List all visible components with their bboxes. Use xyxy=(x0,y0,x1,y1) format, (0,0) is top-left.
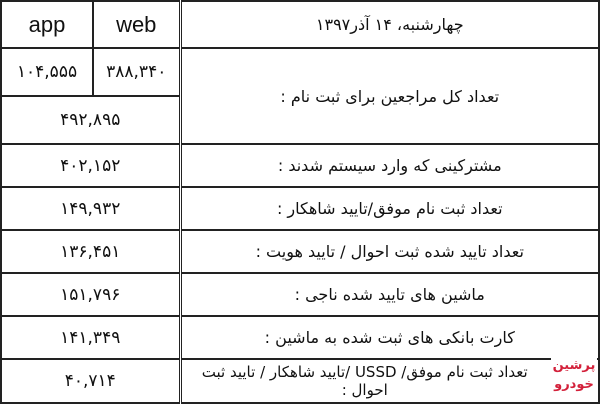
row-label: کارت بانکی های ثبت شده به ماشین : xyxy=(178,315,600,360)
table-row: ۴۹۲,۸۹۵ xyxy=(0,95,599,145)
table-row: ۱۳۶,۴۵۱ تعداد تایید شده ثبت احوال / تایی… xyxy=(0,229,600,274)
table-row: ۴۰۲,۱۵۲ مشترکینی که وارد سیستم شدند : xyxy=(0,143,600,188)
date-header: چهارشنبه، ۱۴ آذر۱۳۹۷ xyxy=(178,0,600,49)
row-label: ماشین های تایید شده ناجی : xyxy=(178,272,600,317)
row-value: ۱۳۶,۴۵۱ xyxy=(0,229,181,274)
table-row: ۴۰,۷۱۴ تعداد ثبت نام موفق/ USSD /تایید ش… xyxy=(0,358,600,404)
row-label: تعداد ثبت نام موفق/تایید شاهکار : xyxy=(178,186,600,231)
table-row: ۱۵۱,۷۹۶ ماشین های تایید شده ناجی : xyxy=(0,272,600,317)
web-header: web xyxy=(92,0,181,49)
row-label: تعداد کل مراجعین برای ثبت نام : xyxy=(178,47,600,145)
row-value: ۱۴۹,۹۳۲ xyxy=(0,186,181,231)
row-value: ۴۰,۷۱۴ xyxy=(0,358,181,404)
row-value: ۱۴۱,۳۴۹ xyxy=(0,315,181,360)
table-row: ۱۴۹,۹۳۲ تعداد ثبت نام موفق/تایید شاهکار … xyxy=(0,186,600,231)
table-row: ۱۰۴,۵۵۵ ۳۸۸,۳۴۰ تعداد کل مراجعین برای ثب… xyxy=(0,47,600,145)
table-row: ۱۴۱,۳۴۹ کارت بانکی های ثبت شده به ماشین … xyxy=(0,315,600,360)
row-value: ۴۰۲,۱۵۲ xyxy=(0,143,181,188)
row-label: تعداد تایید شده ثبت احوال / تایید هویت : xyxy=(178,229,600,274)
web-value: ۳۸۸,۳۴۰ xyxy=(92,47,181,97)
row-label: تعداد ثبت نام موفق/ USSD /تایید شاهکار /… xyxy=(178,358,600,404)
app-header: app xyxy=(0,0,94,49)
watermark-logo: پرشین خودرو xyxy=(551,356,597,396)
row-value: ۱۵۱,۷۹۶ xyxy=(0,272,181,317)
header-row: app web چهارشنبه، ۱۴ آذر۱۳۹۷ xyxy=(0,0,600,49)
row-label: مشترکینی که وارد سیستم شدند : xyxy=(178,143,600,188)
total-value: ۴۹۲,۸۹۵ xyxy=(0,95,181,145)
app-value: ۱۰۴,۵۵۵ xyxy=(0,47,94,97)
